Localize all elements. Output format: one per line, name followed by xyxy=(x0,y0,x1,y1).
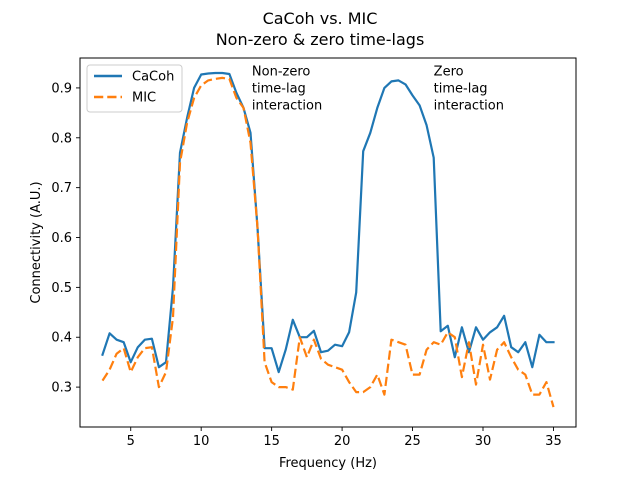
annotation-text: Non-zero time-lag interaction xyxy=(252,64,322,113)
annotation-line: Zero xyxy=(434,64,464,79)
annotation-line: time-lag xyxy=(434,81,488,96)
x-tick-label: 35 xyxy=(545,434,562,449)
x-tick-label: 25 xyxy=(404,434,421,449)
legend-label-cacoh: CaCoh xyxy=(132,70,174,85)
y-tick-label: 0.9 xyxy=(51,81,72,96)
x-tick-label: 30 xyxy=(475,434,492,449)
x-tick-label: 10 xyxy=(193,434,210,449)
series-line-mic xyxy=(101,76,555,408)
x-tick-label: 20 xyxy=(334,434,351,449)
annotation-line: time-lag xyxy=(252,81,306,96)
axis-ticks: 5 10 15 20 25 30 35 0.3 0.4 0.5 0.6 0.7 0.8 0.9 xyxy=(51,81,561,449)
chart-subtitle: Non-zero & zero time-lags xyxy=(216,30,425,49)
series-lines xyxy=(101,71,555,408)
chart-title: CaCoh vs. MIC xyxy=(263,9,378,28)
y-axis-label: Connectivity (A.U.) xyxy=(29,181,44,303)
x-tick-label: 15 xyxy=(263,434,280,449)
y-tick-label: 0.7 xyxy=(51,181,72,196)
legend-label-mic: MIC xyxy=(132,91,156,106)
y-tick-label: 0.3 xyxy=(51,381,72,396)
plot-frame xyxy=(79,57,577,428)
y-tick-label: 0.8 xyxy=(51,131,72,146)
annotation-line: Non-zero xyxy=(252,64,310,79)
x-tick-label: 5 xyxy=(127,434,135,449)
annotations: Non-zero time-lag interaction Zero time-lag i… xyxy=(252,64,504,113)
y-tick-label: 0.4 xyxy=(51,331,72,346)
y-tick-label: 0.6 xyxy=(51,231,72,246)
annotation-line: interaction xyxy=(434,98,504,113)
x-axis-label: Frequency (Hz) xyxy=(279,456,377,471)
y-tick-label: 0.5 xyxy=(51,281,72,296)
legend: CaCoh MIC xyxy=(86,64,183,113)
annotation-text: Zero time-lag interaction xyxy=(434,64,504,113)
annotation-line: interaction xyxy=(252,98,322,113)
